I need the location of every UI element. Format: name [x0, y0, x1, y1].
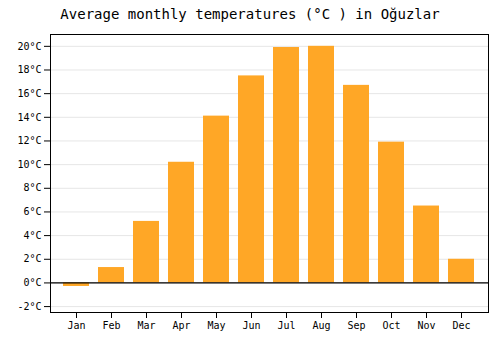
html-text:Average monthly temperatures (: Average monthly temperatures (°C ) in Oğ… [60, 6, 440, 22]
svg-text:2°C: 2°C [23, 253, 41, 264]
svg-text:Oct: Oct [382, 320, 400, 331]
svg-text:20°C: 20°C [17, 41, 41, 52]
svg-text:Jan: Jan [67, 320, 85, 331]
svg-text:Jun: Jun [242, 320, 260, 331]
svg-text:Jul: Jul [277, 320, 295, 331]
svg-text:14°C: 14°C [17, 112, 41, 123]
svg-text:Feb: Feb [102, 320, 120, 331]
svg-text:4°C: 4°C [23, 230, 41, 241]
svg-text:Aug: Aug [312, 320, 330, 331]
svg-text:Dec: Dec [452, 320, 470, 331]
svg-text:-2°C: -2°C [17, 301, 41, 312]
svg-text:18°C: 18°C [17, 64, 41, 75]
svg-text:Nov: Nov [417, 320, 435, 331]
svg-text:6°C: 6°C [23, 206, 41, 217]
svg-text:Mar: Mar [137, 320, 155, 331]
svg-text:Apr: Apr [172, 320, 190, 331]
svg-text:May: May [207, 320, 225, 331]
svg-text:0°C: 0°C [23, 277, 41, 288]
svg-text:12°C: 12°C [17, 135, 41, 146]
svg-text:Sep: Sep [347, 320, 365, 331]
svg-text:8°C: 8°C [23, 182, 41, 193]
svg-text:10°C: 10°C [17, 159, 41, 170]
svg-text:16°C: 16°C [17, 88, 41, 99]
